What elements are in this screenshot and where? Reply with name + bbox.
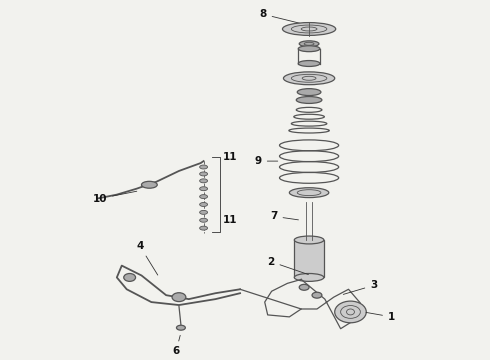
Ellipse shape [294, 236, 324, 244]
Text: 11: 11 [222, 215, 237, 225]
Ellipse shape [312, 292, 322, 298]
Text: 4: 4 [136, 241, 158, 275]
Ellipse shape [142, 181, 157, 188]
Ellipse shape [199, 195, 208, 199]
Ellipse shape [199, 203, 208, 206]
Ellipse shape [199, 165, 208, 169]
Text: 11: 11 [222, 152, 237, 162]
Ellipse shape [124, 274, 136, 282]
Ellipse shape [296, 96, 322, 103]
Text: 9: 9 [255, 156, 278, 166]
Ellipse shape [199, 172, 208, 176]
Ellipse shape [199, 226, 208, 230]
Ellipse shape [199, 179, 208, 183]
Text: 1: 1 [366, 312, 395, 322]
Ellipse shape [172, 293, 186, 302]
Ellipse shape [298, 60, 320, 67]
Ellipse shape [294, 274, 324, 282]
Bar [294, 240, 324, 278]
Ellipse shape [297, 89, 321, 95]
Ellipse shape [299, 41, 319, 47]
Ellipse shape [199, 218, 208, 222]
Text: 7: 7 [270, 211, 298, 221]
Text: 8: 8 [259, 9, 304, 24]
Text: 3: 3 [343, 280, 377, 294]
Text: 6: 6 [172, 335, 180, 356]
Text: 10: 10 [93, 191, 137, 203]
Text: 2: 2 [268, 257, 308, 275]
Ellipse shape [176, 325, 185, 330]
Ellipse shape [290, 188, 329, 198]
Ellipse shape [299, 284, 309, 290]
Ellipse shape [282, 23, 336, 35]
Ellipse shape [199, 210, 208, 214]
Ellipse shape [199, 187, 208, 191]
Ellipse shape [335, 301, 366, 323]
Ellipse shape [298, 46, 320, 52]
Ellipse shape [283, 72, 335, 85]
